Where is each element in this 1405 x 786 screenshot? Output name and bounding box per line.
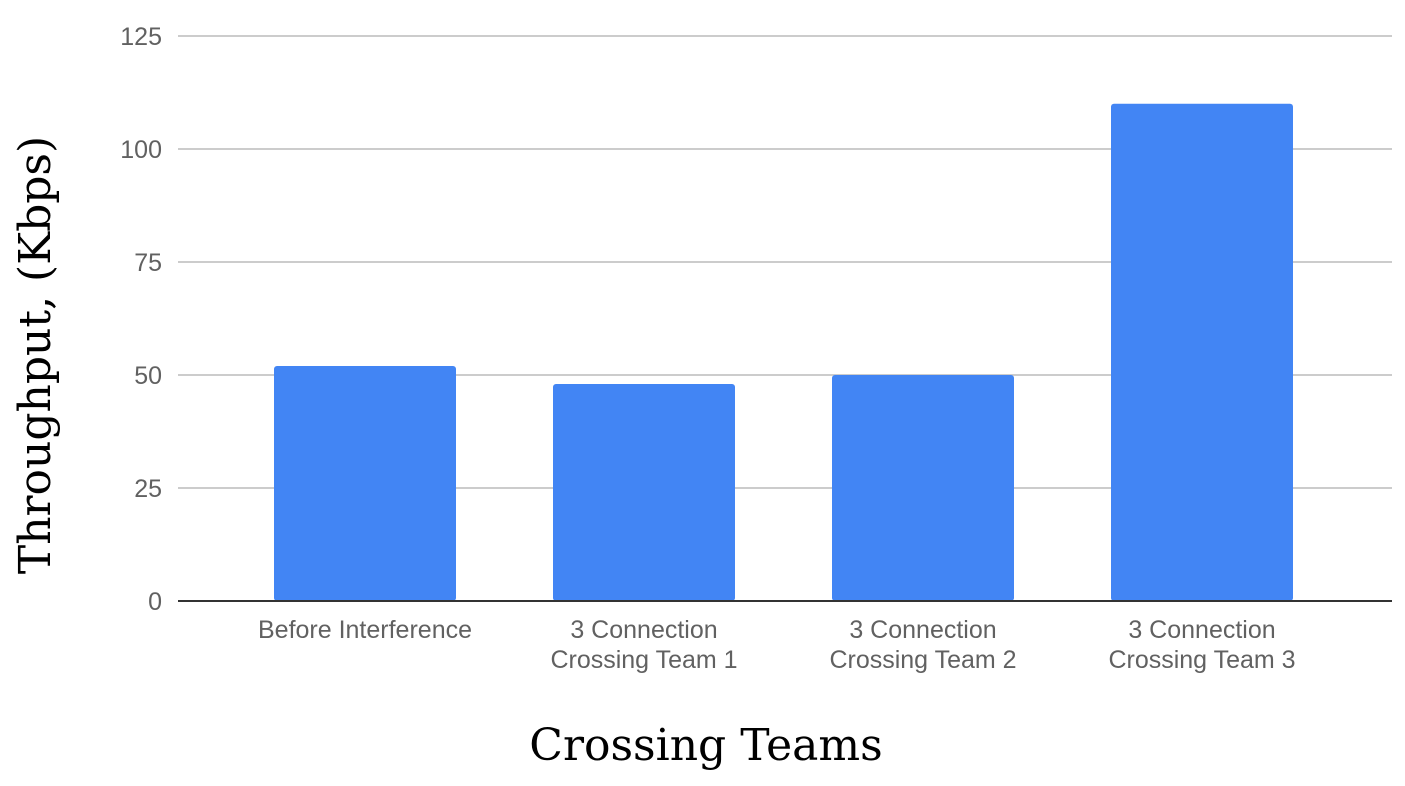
y-axis-ticks: 0 25 50 75 100 125 bbox=[120, 23, 162, 616]
x-category-label: Crossing Team 2 bbox=[829, 646, 1016, 674]
bar bbox=[832, 375, 1014, 601]
y-tick-label: 75 bbox=[134, 249, 162, 277]
x-category-label: Before Interference bbox=[258, 616, 472, 644]
x-category-label: Crossing Team 3 bbox=[1108, 646, 1295, 674]
y-tick-label: 100 bbox=[120, 136, 162, 164]
bar bbox=[274, 365, 456, 601]
y-tick-label: 125 bbox=[120, 23, 162, 51]
x-axis-categories: Before Interference 3 ConnectionCrossing … bbox=[258, 616, 1296, 674]
bars bbox=[274, 103, 1293, 602]
y-tick-label: 0 bbox=[148, 588, 162, 616]
y-tick-label: 50 bbox=[134, 362, 162, 390]
bar bbox=[553, 384, 735, 601]
x-category-label: 3 Connection bbox=[1128, 616, 1275, 644]
bar bbox=[1111, 103, 1293, 602]
x-axis-title: Crossing Teams bbox=[529, 720, 882, 771]
y-axis-title: Throughput, (Kbps) bbox=[10, 136, 61, 574]
y-tick-label: 25 bbox=[134, 475, 162, 503]
x-category-label: 3 Connection bbox=[849, 616, 996, 644]
x-category-label: 3 Connection bbox=[570, 616, 717, 644]
x-category-label: Crossing Team 1 bbox=[550, 646, 737, 674]
